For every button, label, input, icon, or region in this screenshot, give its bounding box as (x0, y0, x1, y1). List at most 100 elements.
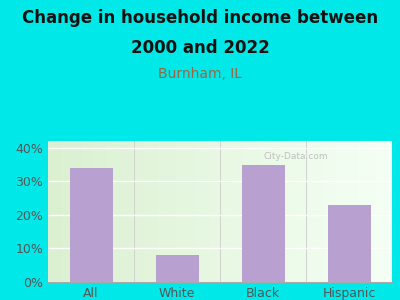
Bar (382, 141, 385, 282)
Bar (268, 141, 272, 282)
Bar (241, 141, 244, 282)
Bar (58, 141, 62, 282)
Bar (340, 141, 344, 282)
Bar (172, 141, 175, 282)
Bar (320, 141, 323, 282)
Bar (65, 141, 69, 282)
Bar (144, 141, 148, 282)
Bar (127, 141, 130, 282)
Bar (55, 141, 58, 282)
Bar (199, 141, 203, 282)
Bar (158, 141, 162, 282)
Text: 2000 and 2022: 2000 and 2022 (131, 39, 269, 57)
Bar (138, 141, 141, 282)
Bar (175, 141, 179, 282)
Bar (344, 141, 347, 282)
Bar (224, 141, 227, 282)
Bar (251, 141, 254, 282)
Text: Burnham, IL: Burnham, IL (158, 68, 242, 82)
Bar (285, 141, 289, 282)
Bar (220, 141, 224, 282)
Bar (230, 141, 234, 282)
Bar (76, 141, 79, 282)
Bar (265, 141, 268, 282)
Bar (100, 141, 103, 282)
Text: Change in household income between: Change in household income between (22, 9, 378, 27)
Bar (358, 141, 361, 282)
Bar (216, 141, 220, 282)
Bar (106, 141, 110, 282)
Bar (155, 141, 158, 282)
Bar (182, 141, 186, 282)
Bar (165, 141, 168, 282)
Bar (328, 205, 370, 282)
Bar (388, 141, 392, 282)
Bar (179, 141, 182, 282)
Bar (156, 255, 198, 282)
Bar (292, 141, 296, 282)
Bar (186, 141, 189, 282)
Bar (192, 141, 196, 282)
Bar (296, 141, 299, 282)
Bar (254, 141, 258, 282)
Bar (334, 141, 337, 282)
Bar (364, 141, 368, 282)
Bar (310, 141, 313, 282)
Bar (378, 141, 382, 282)
Bar (86, 141, 89, 282)
Bar (242, 164, 284, 282)
Bar (82, 141, 86, 282)
Bar (203, 141, 206, 282)
Bar (196, 141, 199, 282)
Bar (134, 141, 138, 282)
Bar (72, 141, 76, 282)
Bar (282, 141, 285, 282)
Bar (278, 141, 282, 282)
Bar (62, 141, 65, 282)
Bar (299, 141, 302, 282)
Bar (117, 141, 120, 282)
Bar (272, 141, 275, 282)
Bar (244, 141, 248, 282)
Bar (189, 141, 192, 282)
Bar (368, 141, 371, 282)
Bar (89, 141, 93, 282)
Bar (206, 141, 210, 282)
Bar (248, 141, 251, 282)
Bar (375, 141, 378, 282)
Bar (347, 141, 351, 282)
Bar (213, 141, 216, 282)
Bar (227, 141, 230, 282)
Bar (151, 141, 155, 282)
Bar (234, 141, 237, 282)
Bar (354, 141, 358, 282)
Bar (275, 141, 278, 282)
Bar (113, 141, 117, 282)
Bar (168, 141, 172, 282)
Bar (70, 168, 112, 282)
Bar (385, 141, 388, 282)
Bar (93, 141, 96, 282)
Bar (306, 141, 310, 282)
Bar (52, 141, 55, 282)
Bar (327, 141, 330, 282)
Bar (69, 141, 72, 282)
Bar (316, 141, 320, 282)
Bar (351, 141, 354, 282)
Bar (162, 141, 165, 282)
Bar (148, 141, 151, 282)
Bar (210, 141, 213, 282)
Bar (120, 141, 124, 282)
Bar (130, 141, 134, 282)
Bar (96, 141, 100, 282)
Bar (323, 141, 327, 282)
Bar (141, 141, 144, 282)
Bar (330, 141, 334, 282)
Bar (48, 141, 52, 282)
Bar (237, 141, 241, 282)
Bar (110, 141, 113, 282)
Bar (302, 141, 306, 282)
Bar (258, 141, 261, 282)
Bar (337, 141, 340, 282)
Bar (371, 141, 375, 282)
